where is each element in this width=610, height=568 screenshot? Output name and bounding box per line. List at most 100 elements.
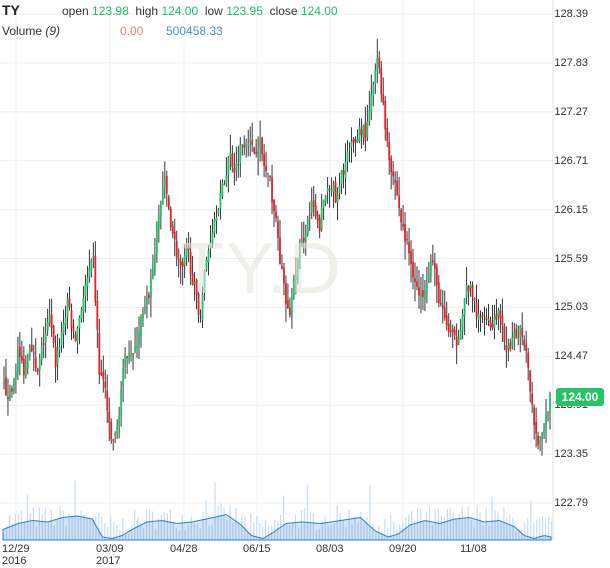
candle-body: [171, 225, 174, 234]
candle-body: [380, 67, 383, 95]
candle-body: [38, 358, 41, 371]
candle-body: [163, 178, 166, 186]
volume-bar: [214, 482, 216, 540]
volume-bar: [23, 521, 26, 540]
candle-body: [549, 394, 551, 413]
candle-body: [159, 201, 162, 218]
candle-body: [487, 319, 490, 321]
candle-body: [326, 188, 329, 192]
volume-label-text: Volume: [2, 24, 43, 38]
volume-bar: [208, 525, 210, 540]
volume-bar: [452, 512, 454, 540]
candle-body: [517, 338, 520, 340]
volume-bar: [381, 530, 383, 540]
volume-bar: [172, 521, 174, 540]
volume-bar: [95, 516, 97, 540]
candle-body: [392, 171, 395, 177]
candle-body: [505, 345, 508, 352]
candle-body: [541, 433, 543, 440]
candle-body: [227, 158, 230, 175]
volume-bar: [101, 516, 103, 540]
volume-bar: [35, 526, 37, 540]
candle-body: [287, 300, 289, 308]
candle-body: [32, 352, 35, 354]
candle-body: [491, 323, 494, 329]
volume-bar: [110, 516, 112, 540]
candle-body: [441, 305, 444, 309]
candle-body: [447, 323, 450, 332]
candle-body: [15, 372, 17, 379]
candle-body: [455, 336, 458, 347]
candle-body: [420, 291, 422, 298]
volume-bar: [333, 524, 335, 540]
candle-body: [501, 315, 504, 325]
volume-bar: [98, 512, 100, 540]
volume-bar: [80, 511, 82, 540]
volume-bar: [151, 511, 154, 540]
candle-body: [247, 144, 250, 146]
y-tick-label: 122.79: [554, 497, 588, 509]
volume-bar: [425, 512, 428, 540]
y-tick-label: 126.15: [554, 203, 588, 216]
candle-body: [54, 346, 57, 368]
candle-body: [7, 396, 9, 400]
candle-body: [90, 260, 93, 272]
candle-body: [120, 389, 123, 415]
volume-bar: [345, 527, 347, 540]
candle-body: [239, 144, 242, 163]
candle-body: [300, 240, 303, 247]
volume-bar: [199, 527, 201, 540]
candle-body: [469, 284, 472, 289]
volume-bar: [545, 517, 547, 540]
volume-bar: [253, 522, 255, 540]
volume-bar: [521, 530, 523, 540]
candle-body: [400, 209, 402, 223]
candle-body: [116, 425, 119, 434]
volume-bar: [422, 521, 425, 540]
candle-body: [388, 141, 391, 161]
volume-bar: [542, 515, 544, 540]
volume-bar: [464, 519, 466, 540]
volume-bar: [3, 534, 5, 540]
candle-body: [100, 372, 103, 376]
candle-body: [545, 414, 547, 429]
volume-bar: [372, 523, 374, 540]
candle-body: [132, 353, 134, 355]
volume-bar: [414, 520, 416, 540]
candle-body: [523, 339, 526, 346]
candle-body: [193, 282, 196, 285]
volume-bar: [29, 513, 32, 540]
candle-body: [46, 322, 49, 331]
candle-body: [138, 332, 140, 346]
volume-bar: [116, 524, 118, 540]
volume-bar: [131, 524, 133, 540]
high-label: high: [135, 4, 159, 18]
candle-body: [471, 285, 474, 298]
volume-bar: [485, 507, 487, 540]
volume-bar: [390, 514, 392, 540]
volume-bar: [524, 522, 526, 540]
volume-bar: [446, 508, 448, 540]
volume-bar: [8, 515, 11, 540]
volume-bar: [497, 511, 499, 540]
candle-body: [459, 330, 462, 340]
volume-bar: [342, 519, 344, 540]
volume-bar: [154, 529, 157, 540]
candle-body: [76, 327, 79, 342]
volume-bar: [384, 518, 386, 540]
candle-body: [402, 223, 404, 227]
candle-body: [62, 323, 65, 334]
volume-bar: [68, 513, 70, 540]
volume-bar: [62, 510, 64, 540]
volume-bar: [163, 511, 166, 540]
volume-bar: [321, 520, 323, 540]
candle-body: [223, 184, 226, 186]
volume-bar: [89, 519, 91, 540]
volume-bar: [26, 494, 29, 540]
volume-bar: [360, 512, 362, 540]
volume-bar: [455, 518, 457, 540]
volume-bar: [113, 522, 115, 540]
volume-bar: [175, 527, 177, 540]
volume-bar: [351, 524, 353, 540]
candle-body: [78, 317, 81, 329]
